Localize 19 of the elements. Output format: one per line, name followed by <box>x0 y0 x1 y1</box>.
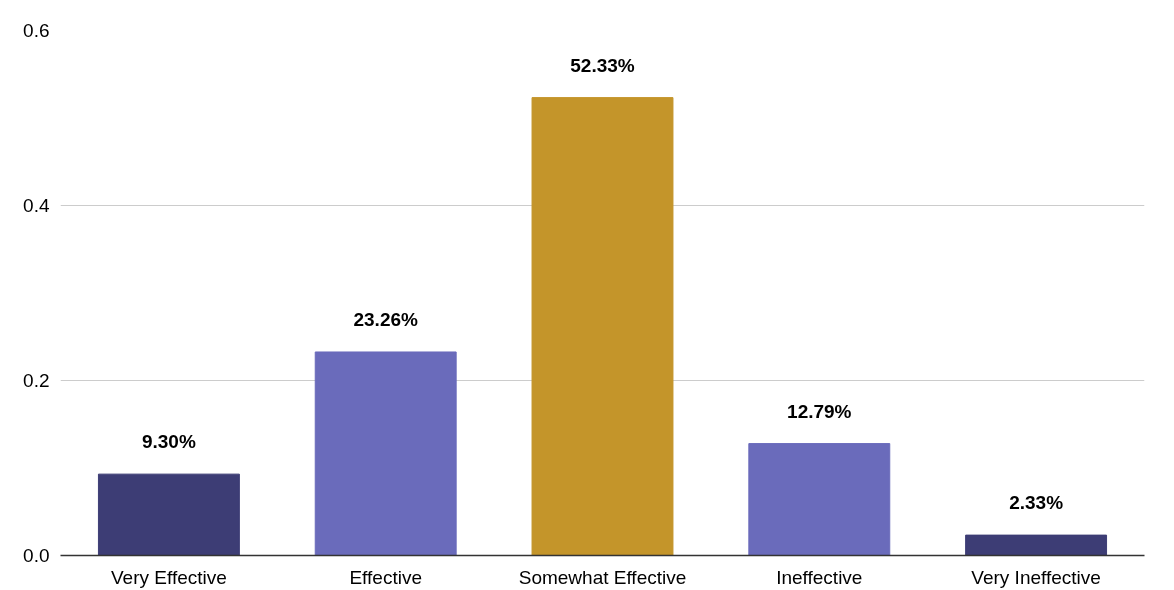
bar <box>748 443 891 556</box>
y-tick-label: 0.4 <box>23 195 50 216</box>
data-label: 52.33% <box>570 54 635 76</box>
data-label: 12.79% <box>787 400 852 422</box>
data-label: 2.33% <box>1009 492 1064 514</box>
bar <box>97 473 240 556</box>
x-tick-label: Effective <box>349 566 422 588</box>
y-tick-label: 0.6 <box>23 20 50 41</box>
y-tick-label: 0.2 <box>23 370 50 391</box>
bar <box>965 534 1108 556</box>
y-tick-label: 0.0 <box>23 545 50 566</box>
x-tick-label: Somewhat Effective <box>518 566 687 588</box>
data-label: 9.30% <box>141 431 196 453</box>
x-tick-label: Ineffective <box>776 566 863 588</box>
data-label: 23.26% <box>353 308 419 330</box>
x-tick-label: Very Ineffective <box>971 566 1101 588</box>
x-tick-label: Very Effective <box>110 566 227 588</box>
bar <box>314 351 457 556</box>
bar <box>531 97 674 556</box>
